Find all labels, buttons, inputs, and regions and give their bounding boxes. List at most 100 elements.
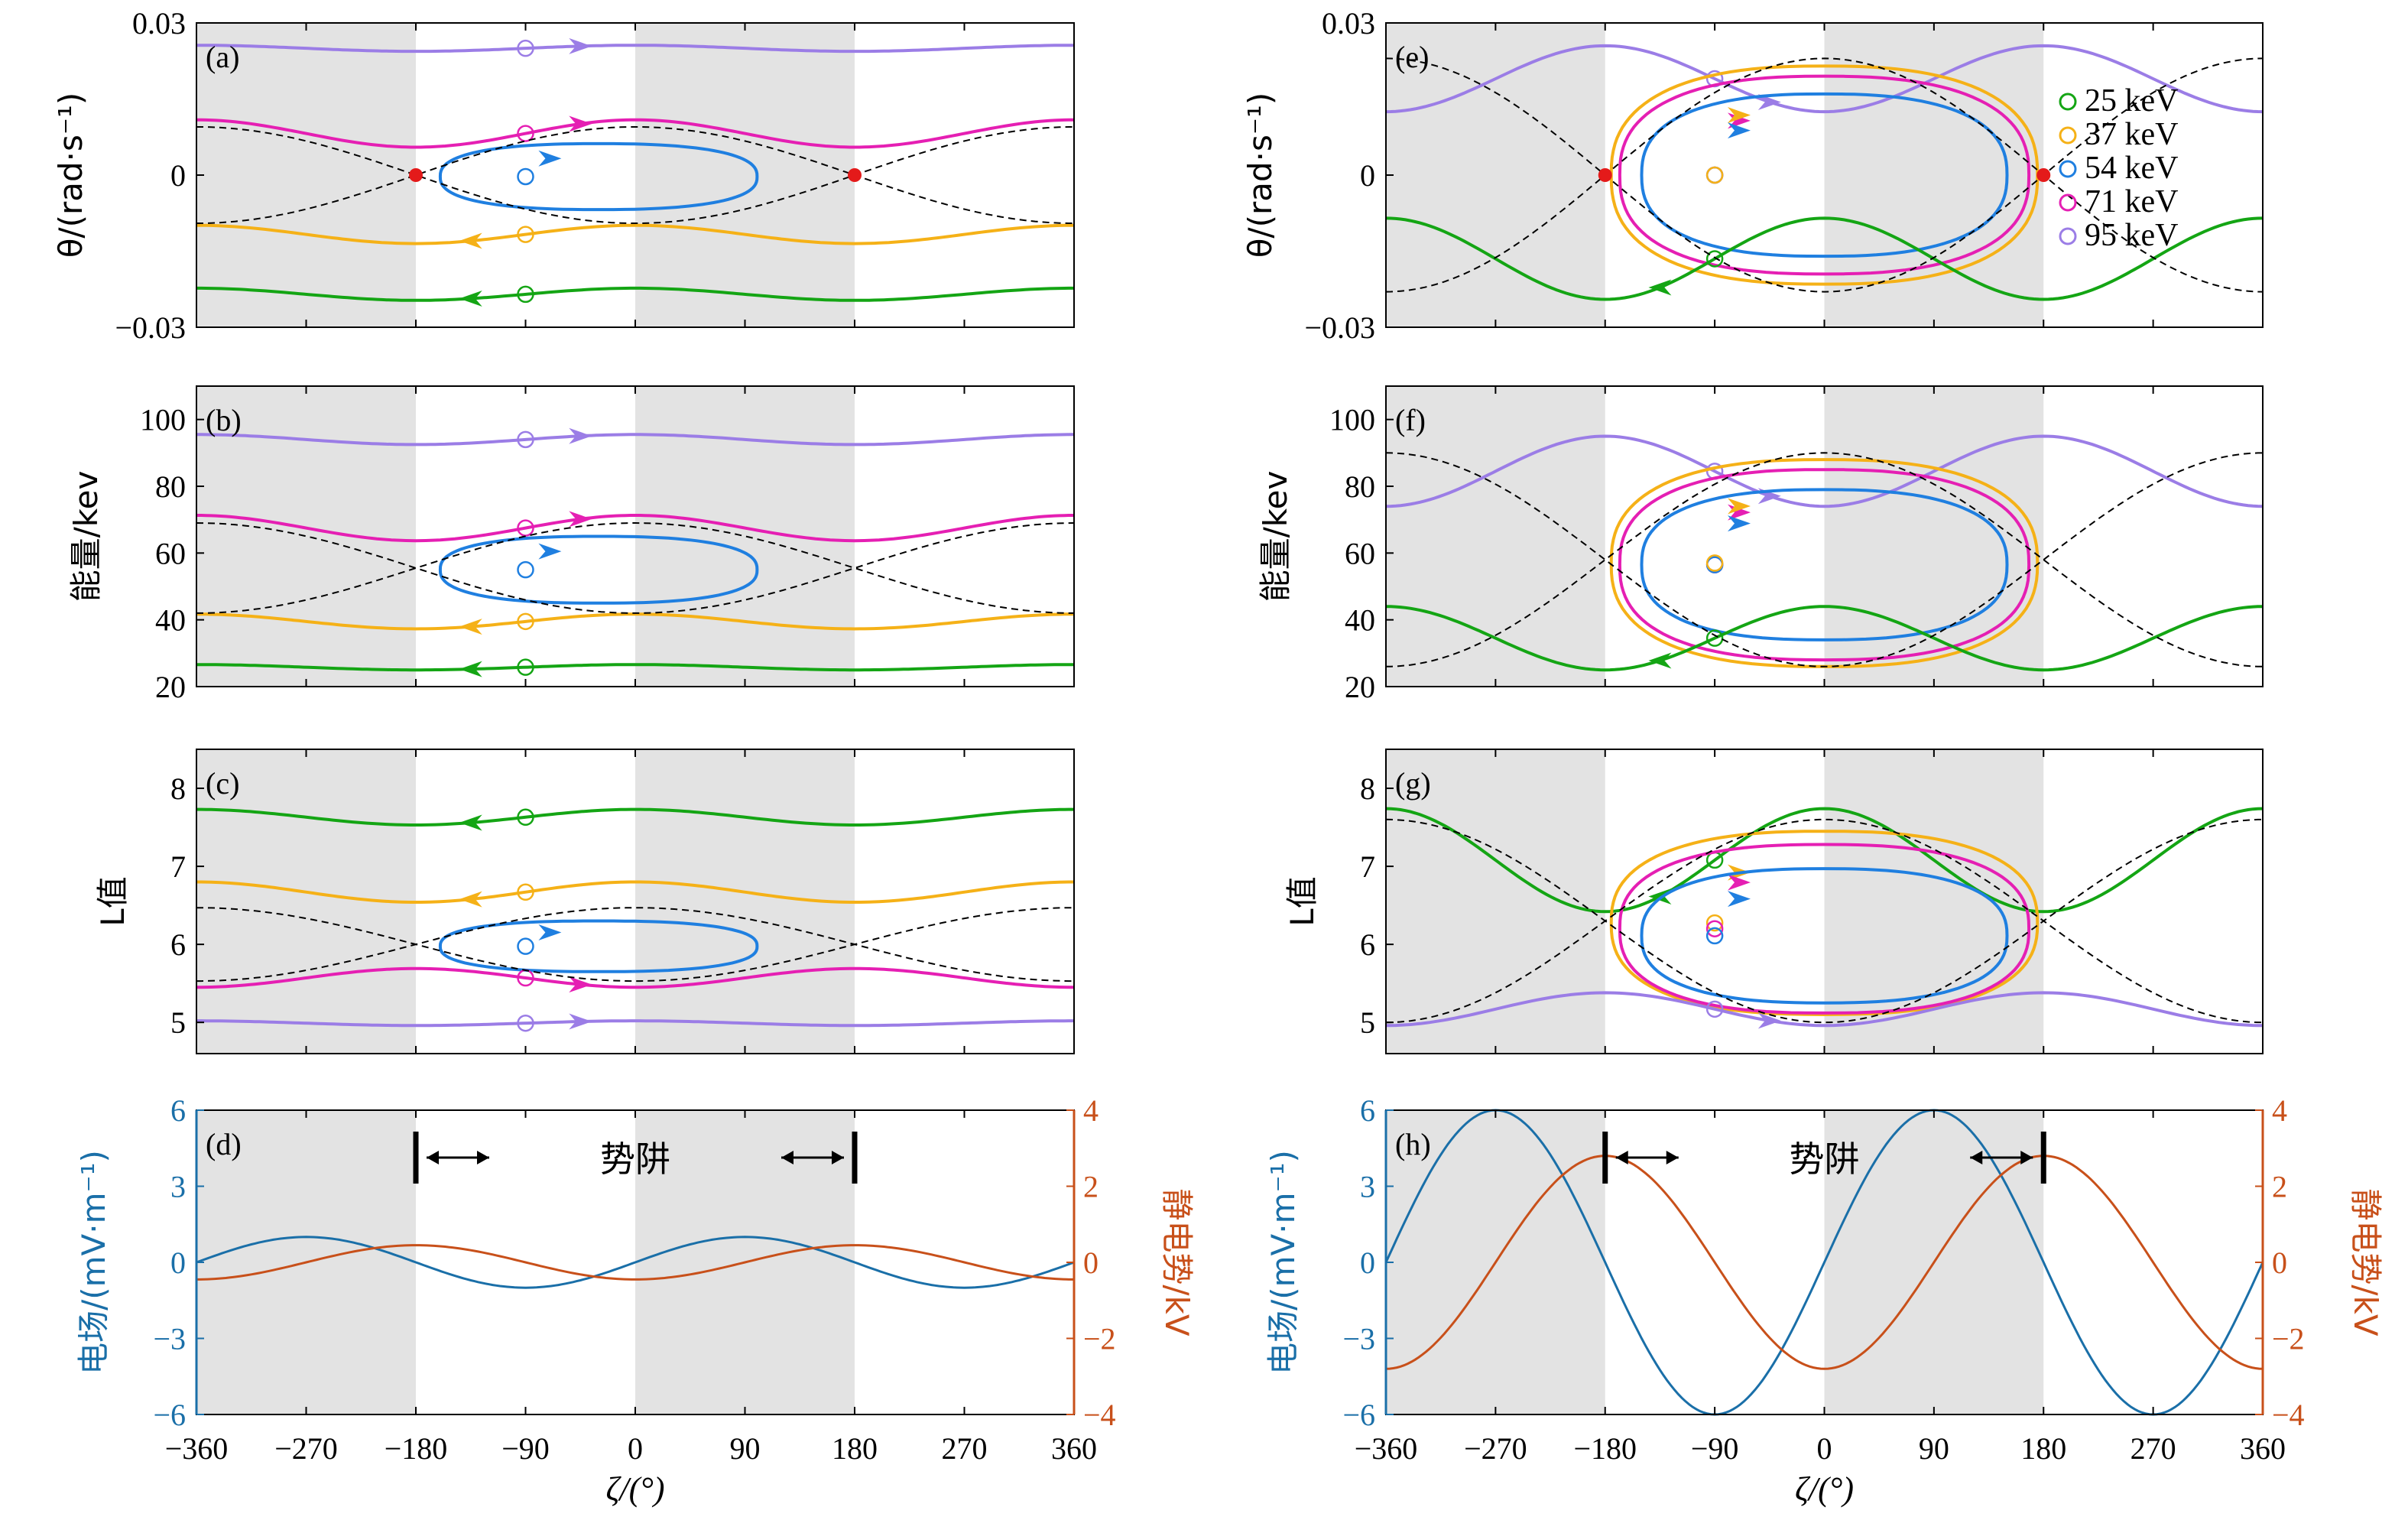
x-tick-label: 270 [2131,1431,2176,1466]
direction-arrow [538,543,562,560]
y-tick-label: 0 [1083,1246,1099,1280]
separatrix [196,522,1075,614]
y-tick-label: 2 [1083,1170,1099,1204]
start-marker [517,1014,534,1032]
y-axis-label: 能量/kev [1257,471,1294,602]
start-marker [1705,166,1724,184]
direction-arrow [1727,891,1751,908]
start-marker [1705,629,1724,647]
y-tick-label: 6 [1360,927,1375,962]
y-tick-label: 3 [1360,1170,1375,1204]
start-marker [517,167,534,186]
y-axis-label: 能量/kev [67,471,105,602]
orbit-71-keV [196,514,1074,543]
y-tick-label: −4 [2272,1398,2305,1432]
shaded-region [1824,386,2044,687]
panel-label: (b) [206,403,242,437]
x-point [2036,168,2051,182]
x-tick-label: 0 [628,1431,643,1466]
start-marker [517,658,534,676]
shaded-region [196,23,416,327]
direction-arrow [538,924,562,940]
y-tick-label: 80 [1345,469,1375,504]
y-axis-label-right: 静电势/kV [2347,1188,2384,1336]
orbit-54-keV [438,919,759,973]
orbit-71-keV [196,966,1075,989]
direction-arrow [1648,279,1672,296]
shaded-region [635,386,855,687]
orbit-54-keV [438,141,759,212]
y-tick-label: 7 [1360,849,1375,884]
separatrix [196,126,1074,224]
direction-arrow [569,511,592,528]
panel-label: (c) [206,766,239,801]
x-tick-label: −360 [165,1431,229,1466]
panel-label: (g) [1395,766,1431,801]
direction-arrow [1757,1012,1781,1029]
separatrix [1385,57,2264,293]
potential-curve [1385,1155,2264,1370]
orbit-71-keV [1618,843,2031,1015]
y-axis-label-right: 静电势/kV [1158,1188,1196,1336]
orbit-71-keV [1618,468,2031,662]
arrow-head [1666,1151,1679,1164]
y-axis-label: 电场/(mV·m⁻¹) [1264,1150,1302,1375]
direction-arrow [459,661,482,677]
y-tick-label: 4 [1083,1093,1099,1128]
orbit-95-keV [196,433,1074,447]
orbit-95-keV [1385,991,2264,1028]
orbit-25-keV [196,663,1074,672]
y-tick-label: −2 [1083,1322,1116,1356]
y-tick-label: 8 [1360,771,1375,806]
direction-arrow [459,619,482,635]
direction-arrow [1727,874,1751,891]
x-tick-label: 180 [2020,1431,2066,1466]
start-marker [1705,250,1724,268]
start-marker [517,39,534,57]
orbit-95-keV [196,44,1074,54]
y-axis-label: 电场/(mV·m⁻¹) [75,1150,112,1375]
start-marker [1705,1000,1724,1018]
start-marker [517,883,534,901]
x-tick-label: −180 [1573,1431,1637,1466]
arrow-head [427,1151,439,1164]
x-axis-label: ζ/(°) [1795,1470,1854,1508]
y-tick-label: 7 [170,849,186,884]
orbit-95-keV [1385,44,2264,114]
separatrix [1385,452,2264,667]
x-tick-label: 0 [1817,1431,1832,1466]
start-marker [517,560,534,579]
start-marker [517,808,534,827]
start-marker [517,937,534,955]
y-tick-label: 5 [170,1005,186,1040]
start-marker [1705,554,1724,572]
legend-label: 37 keV [2085,117,2178,152]
start-marker [1705,920,1724,937]
y-tick-label: −2 [2272,1322,2305,1356]
orbit-54-keV [1640,488,2009,641]
start-marker [1705,914,1724,932]
y-tick-label: 40 [155,603,186,638]
arrow-head [2020,1151,2033,1164]
panel-label: (h) [1395,1127,1431,1161]
y-axis-label: θ/(rad·s⁻¹) [1241,93,1279,258]
x-point [409,168,423,182]
arrow-head [1970,1151,1983,1164]
orbit-37-keV [1609,458,2040,668]
direction-arrow [1648,888,1672,905]
orbit-37-keV [196,223,1074,245]
shade-g [1386,749,2044,1054]
y-tick-label: −0.03 [1304,310,1375,345]
direction-arrow [569,37,592,54]
start-marker [517,226,534,243]
arrow-head [832,1151,844,1164]
shaded-region [1824,23,2044,327]
arrow-head [1615,1151,1628,1164]
y-tick-label: 0 [1360,1246,1375,1280]
y-tick-label: 6 [170,927,186,962]
y-tick-label: 40 [1345,603,1375,638]
orbit-25-keV [1385,216,2264,301]
orbit-54-keV [1640,92,2009,258]
y-axis-label: θ/(rad·s⁻¹) [52,93,89,258]
